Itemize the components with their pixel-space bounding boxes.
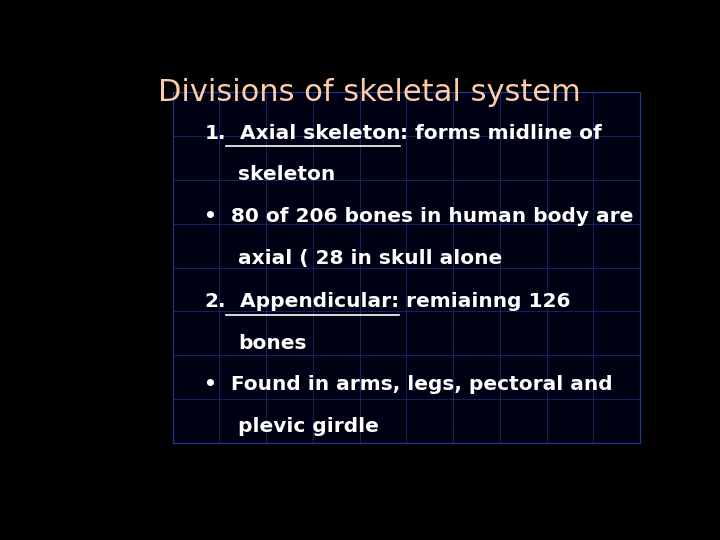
Text: •  Found in arms, legs, pectoral and: • Found in arms, legs, pectoral and (204, 375, 613, 394)
Text: axial ( 28 in skull alone: axial ( 28 in skull alone (238, 248, 502, 268)
Bar (173, 92, 640, 443)
Text: Divisions of skeletal system: Divisions of skeletal system (158, 78, 580, 107)
Text: 1.: 1. (204, 124, 226, 143)
Text: plevic girdle: plevic girdle (238, 417, 379, 436)
Text: : forms midline of: : forms midline of (400, 124, 602, 143)
Text: skeleton: skeleton (238, 165, 335, 185)
Text: •  80 of 206 bones in human body are: • 80 of 206 bones in human body are (204, 207, 634, 226)
Text: Axial skeleton: Axial skeleton (226, 124, 400, 143)
Text: bones: bones (238, 334, 307, 353)
Text: Appendicular:: Appendicular: (226, 292, 399, 311)
Text: remiainng 126: remiainng 126 (399, 292, 570, 311)
Text: 2.: 2. (204, 292, 226, 311)
